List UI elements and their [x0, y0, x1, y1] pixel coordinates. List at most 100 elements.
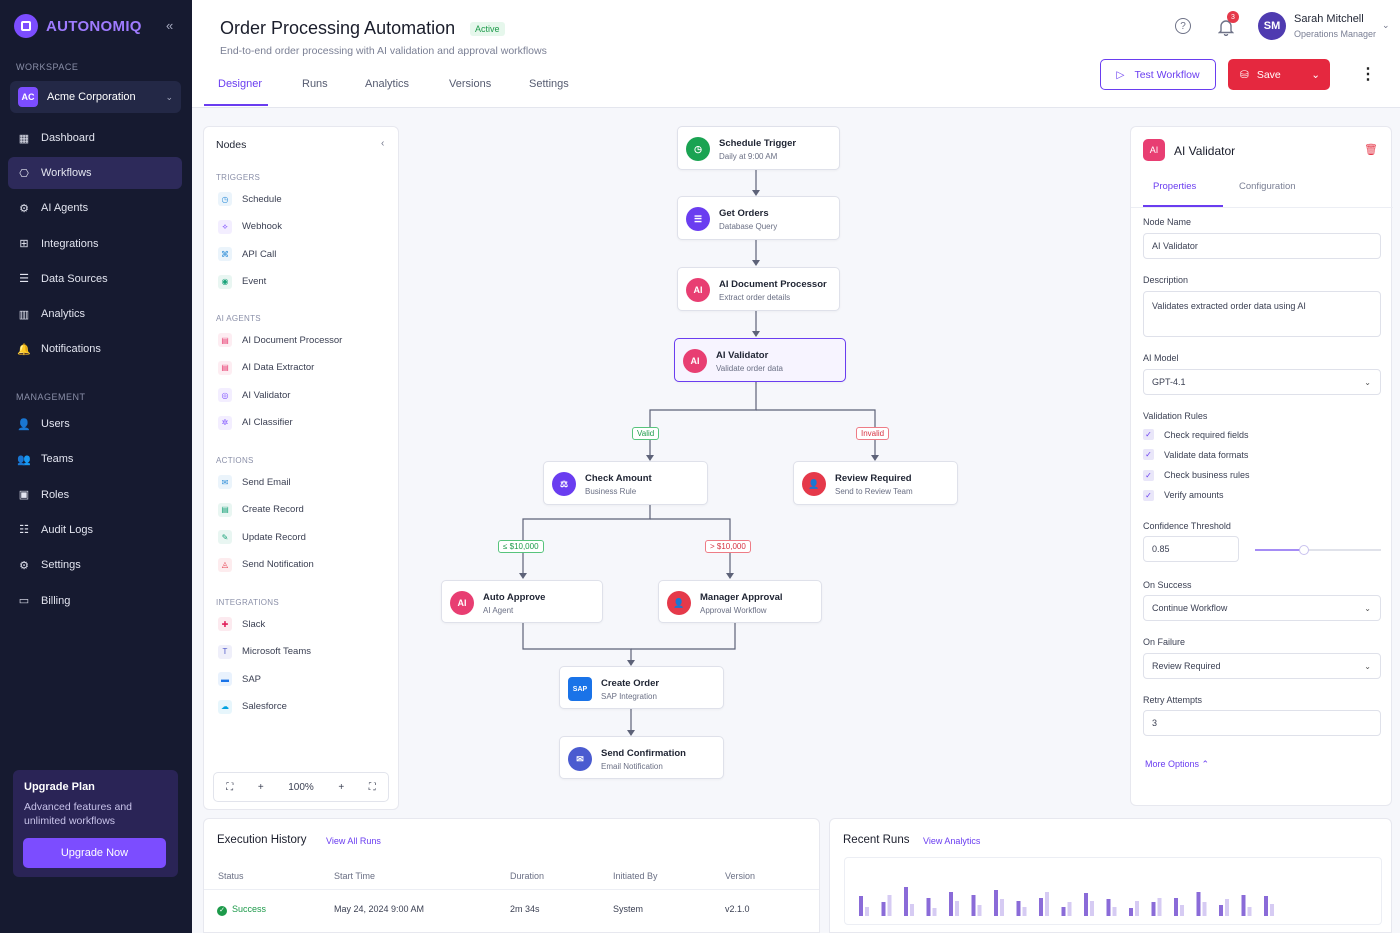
workflow-node-orders[interactable]: ☰ Get Orders Database Query: [677, 196, 840, 240]
sidebar-item-roles[interactable]: ▣ Roles: [8, 479, 182, 511]
more-options-icon[interactable]: ⋮: [1360, 66, 1376, 83]
help-icon[interactable]: ?: [1175, 18, 1191, 34]
column-header[interactable]: Duration: [510, 871, 545, 881]
sidebar-item-ai-agents[interactable]: ⚙ AI Agents: [8, 192, 182, 224]
workflow-node-review[interactable]: 👤 Review Required Send to Review Team: [793, 461, 958, 505]
confidence-threshold-input[interactable]: 0.85: [1143, 536, 1239, 562]
confidence-threshold-slider[interactable]: [1255, 545, 1381, 555]
workflow-node-manager[interactable]: 👤 Manager Approval Approval Workflow: [658, 580, 822, 623]
rule-checkbox-validate-data-formats[interactable]: ✓ Validate data formats: [1143, 449, 1248, 461]
fit-view-icon[interactable]: ⛶: [226, 781, 234, 793]
rule-checkbox-verify-amounts[interactable]: ✓ Verify amounts: [1143, 489, 1224, 501]
node-palette-item-api-call[interactable]: ⌘ API Call: [218, 247, 276, 262]
column-header[interactable]: Version: [725, 871, 756, 881]
rule-checkbox-check-business-rules[interactable]: ✓ Check business rules: [1143, 469, 1250, 481]
rule-icon: ⚖: [552, 472, 576, 496]
on-success-select[interactable]: Continue Workflow ⌄: [1143, 595, 1381, 621]
workspace-switcher[interactable]: AC Acme Corporation ⌄: [10, 81, 181, 113]
save-button[interactable]: ⛁ Save ⌄: [1228, 59, 1330, 90]
tab-properties[interactable]: Properties: [1153, 181, 1197, 192]
node-title: AI Document Processor: [719, 279, 827, 290]
workflow-node-check[interactable]: ⚖ Check Amount Business Rule: [543, 461, 708, 505]
node-palette-item-send-notification[interactable]: ◬ Send Notification: [218, 557, 314, 572]
sidebar-item-notifications[interactable]: 🔔 Notifications: [8, 333, 182, 365]
upgrade-button[interactable]: Upgrade Now: [23, 838, 166, 868]
tab-analytics[interactable]: Analytics: [365, 78, 410, 90]
node-palette-item-microsoft-teams[interactable]: T Microsoft Teams: [218, 644, 311, 659]
node-palette-item-ai-document-processor[interactable]: ▤ AI Document Processor: [218, 333, 342, 347]
workflow-node-trigger[interactable]: ◷ Schedule Trigger Daily at 9:00 AM: [677, 126, 840, 170]
checkbox-checked-icon[interactable]: ✓: [1143, 449, 1154, 461]
sidebar-item-analytics[interactable]: ▥ Analytics: [8, 298, 182, 330]
node-palette-item-schedule[interactable]: ◷ Schedule: [218, 192, 282, 206]
collapse-panel-icon[interactable]: ‹: [381, 138, 385, 149]
trash-icon[interactable]: 🗑: [1364, 144, 1378, 156]
view-all-runs-link[interactable]: View All Runs: [326, 836, 381, 846]
node-palette-item-ai-classifier[interactable]: ✲ AI Classifier: [218, 415, 293, 430]
column-header[interactable]: Status: [218, 871, 244, 881]
slider-handle[interactable]: [1299, 545, 1309, 555]
zoom-in-button[interactable]: +: [338, 781, 345, 793]
workflow-node-confirm[interactable]: ✉ Send Confirmation Email Notification: [559, 736, 724, 779]
sidebar-item-billing[interactable]: ▭ Billing: [8, 585, 182, 617]
brand-logo[interactable]: AUTONOMIQ: [14, 14, 142, 38]
tab-configuration[interactable]: Configuration: [1239, 181, 1296, 192]
checkbox-checked-icon[interactable]: ✓: [1143, 489, 1154, 501]
sidebar-item-users[interactable]: 👤 Users: [8, 408, 182, 440]
node-palette-item-ai-validator[interactable]: ◎ AI Validator: [218, 388, 290, 403]
more-options-toggle[interactable]: More Options ⌃: [1145, 759, 1209, 770]
chevron-down-icon[interactable]: ⌄: [1311, 68, 1320, 81]
run-bar: [1084, 893, 1088, 916]
node-palette-item-send-email[interactable]: ✉ Send Email: [218, 475, 291, 489]
sidebar-item-integrations[interactable]: ⊞ Integrations: [8, 228, 182, 260]
node-palette-item-event[interactable]: ◉ Event: [218, 274, 266, 289]
sidebar-item-teams[interactable]: 👥 Teams: [8, 443, 182, 475]
workflow-node-create[interactable]: SAP Create Order SAP Integration: [559, 666, 724, 709]
node-name-input[interactable]: AI Validator: [1143, 233, 1381, 259]
test-workflow-button[interactable]: ▷ Test Workflow: [1100, 59, 1216, 90]
on-failure-select[interactable]: Review Required ⌄: [1143, 653, 1381, 679]
node-palette-item-salesforce[interactable]: ☁ Salesforce: [218, 699, 287, 714]
description-textarea[interactable]: Validates extracted order data using AI: [1143, 291, 1381, 337]
fullscreen-icon[interactable]: ⛶: [368, 781, 376, 793]
chevron-down-icon[interactable]: ⌄: [1382, 20, 1390, 30]
workflow-node-docproc[interactable]: AI AI Document Processor Extract order det…: [677, 267, 840, 311]
checkbox-checked-icon[interactable]: ✓: [1143, 429, 1154, 440]
sidebar-item-settings[interactable]: ⚙ Settings: [8, 549, 182, 581]
sidebar-item-data-sources[interactable]: ☰ Data Sources: [8, 263, 182, 295]
zoom-out-button[interactable]: +: [257, 781, 264, 793]
node-subtitle: Extract order details: [719, 293, 791, 302]
column-header[interactable]: Initiated By: [613, 871, 658, 881]
node-palette-item-ai-data-extractor[interactable]: ▤ AI Data Extractor: [218, 360, 314, 375]
node-palette-item-create-record[interactable]: ▤ Create Record: [218, 502, 304, 517]
tab-versions[interactable]: Versions: [449, 78, 492, 90]
checkbox-checked-icon[interactable]: ✓: [1143, 469, 1154, 481]
run-bar: [971, 895, 976, 916]
collapse-sidebar-icon[interactable]: «: [166, 18, 174, 33]
node-palette-item-slack[interactable]: ✚ Slack: [218, 617, 265, 631]
node-subtitle: SAP Integration: [601, 692, 657, 701]
clock-icon: ◷: [686, 137, 710, 161]
column-header[interactable]: Start Time: [334, 871, 376, 881]
workflow-node-auto[interactable]: AI Auto Approve AI Agent: [441, 580, 603, 623]
node-palette-item-webhook[interactable]: ⟡ Webhook: [218, 219, 282, 234]
workflow-canvas[interactable]: Valid Invalid ≤ $10,000 > $10,000 ◷ Sched…: [402, 112, 1127, 812]
rule-checkbox-check-required-fields[interactable]: ✓ Check required fields: [1143, 429, 1249, 440]
tab-runs[interactable]: Runs: [302, 78, 328, 90]
avatar[interactable]: SM: [1258, 12, 1286, 40]
sidebar-item-audit-logs[interactable]: ☷ Audit Logs: [8, 514, 182, 546]
chevron-down-icon: ⌄: [1364, 661, 1371, 671]
retry-attempts-input[interactable]: 3: [1143, 710, 1381, 736]
tab-settings[interactable]: Settings: [529, 78, 569, 90]
run-bar: [1180, 905, 1184, 916]
ai-model-select[interactable]: GPT-4.1 ⌄: [1143, 369, 1381, 395]
divider: [204, 889, 819, 890]
email-icon: ✉: [218, 475, 232, 489]
node-palette-item-update-record[interactable]: ✎ Update Record: [218, 530, 306, 545]
view-analytics-link[interactable]: View Analytics: [923, 836, 981, 846]
workflow-node-validator[interactable]: AI AI Validator Validate order data: [674, 338, 846, 382]
sidebar-item-workflows[interactable]: ⎔ Workflows: [8, 157, 182, 190]
tab-designer[interactable]: Designer: [218, 78, 263, 90]
node-palette-item-sap[interactable]: ▬ SAP: [218, 672, 261, 687]
sidebar-item-dashboard[interactable]: ▦ Dashboard: [8, 122, 182, 154]
